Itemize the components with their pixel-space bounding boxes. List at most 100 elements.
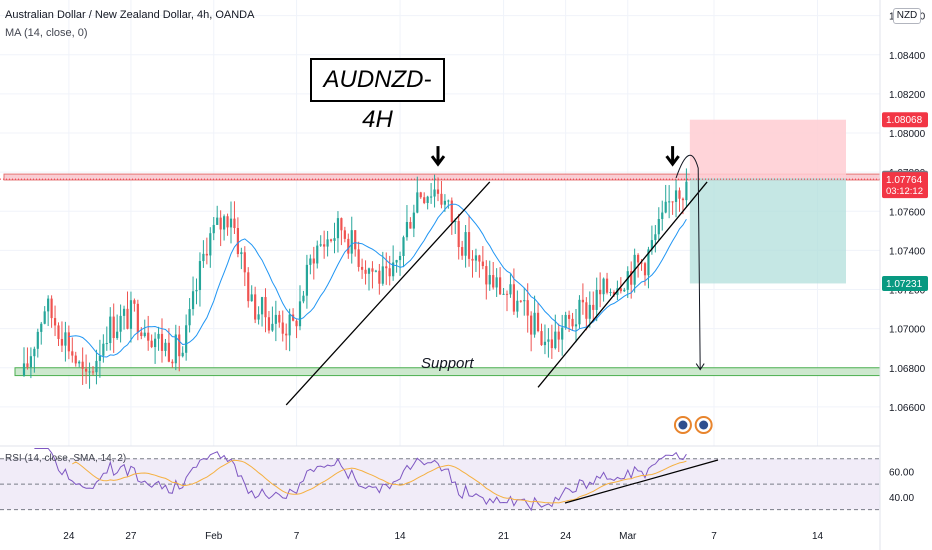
time-tick-label: Mar (619, 531, 637, 542)
candle-body (599, 289, 602, 295)
chart-stamp: AUDNZD-4H (310, 58, 445, 133)
news-badges (673, 416, 713, 434)
candle-body (140, 332, 143, 337)
candle-body (630, 271, 633, 285)
candle-body (664, 201, 667, 213)
candle-body (22, 363, 26, 376)
candle-body (160, 333, 164, 351)
candle-body (302, 295, 305, 302)
candle-body (212, 224, 215, 234)
candle-body (443, 200, 446, 205)
candle-body (219, 217, 222, 230)
candle-body (319, 244, 322, 246)
candle-body (53, 318, 57, 326)
candle-body (623, 289, 626, 292)
candle-body (243, 252, 246, 273)
candle-body (112, 316, 115, 339)
time-tick-label: 7 (294, 531, 300, 542)
candle-body (216, 217, 219, 225)
candle-body (202, 253, 205, 262)
candle-body (481, 261, 484, 267)
ma-line (68, 203, 687, 358)
candle-body (405, 221, 409, 238)
trendline (537, 181, 708, 388)
candle-body (395, 260, 398, 263)
candle-body (519, 300, 522, 302)
candle-body (533, 312, 536, 335)
price-tick-label: 1.07200 (889, 286, 926, 297)
candle-body (374, 270, 377, 272)
candles (22, 168, 688, 389)
rsi-tick-label: 40.00 (889, 493, 914, 504)
candle-body (440, 193, 443, 205)
time-tick-label: 21 (498, 531, 510, 542)
candle-body (264, 297, 267, 318)
candle-body (433, 189, 436, 197)
candle-body (564, 314, 567, 328)
candle-body (26, 363, 29, 368)
trendlines (285, 154, 708, 406)
candle-body (681, 198, 685, 201)
candle-body (285, 333, 288, 336)
price-label-tag (882, 275, 928, 291)
rsi-trendline (564, 459, 719, 504)
candle-body (174, 334, 177, 364)
price-tick-label: 1.07000 (889, 325, 926, 336)
candle-body (647, 249, 650, 276)
candle-body (461, 247, 464, 256)
projection-arrowhead (695, 363, 705, 371)
candle-body (381, 266, 384, 284)
candle-body (581, 299, 584, 303)
candle-body (295, 320, 298, 327)
candle-body (29, 356, 32, 368)
candle-body (436, 189, 440, 194)
candle-body (274, 314, 277, 324)
currency-button[interactable]: NZD (893, 8, 921, 24)
candle-body (512, 284, 515, 312)
candle-body (185, 325, 188, 353)
candle-body (492, 275, 495, 288)
candle-body (530, 315, 533, 335)
top-markers (430, 146, 680, 167)
price-tick-label: 1.08200 (889, 90, 926, 101)
candle-body (585, 302, 588, 319)
time-axis[interactable]: 24 27 Feb 7 14 21 24 Mar 7 14 (63, 531, 823, 542)
candle-body (119, 315, 122, 332)
candle-body (412, 212, 415, 229)
candle-body (516, 300, 519, 312)
candle-body (43, 311, 46, 324)
price-zones (0, 119, 881, 377)
support-label: Support (421, 355, 474, 372)
candle-body (36, 331, 39, 349)
candle-body (260, 297, 264, 315)
candle-body (467, 232, 471, 259)
candle-body (164, 342, 167, 351)
candle-body (81, 361, 84, 369)
candle-body (333, 238, 336, 241)
price-label-tag (882, 172, 928, 199)
candle-body (64, 332, 67, 346)
candle-body (254, 294, 257, 320)
candle-body (233, 218, 236, 229)
candle-body (312, 258, 315, 264)
candle-body (543, 341, 547, 346)
candle-body (661, 212, 664, 220)
candle-body (678, 190, 681, 199)
candle-body (305, 264, 308, 296)
take-profit-zone (689, 178, 846, 284)
candle-body (592, 304, 595, 310)
candle-body (288, 314, 291, 336)
candle-body (361, 266, 364, 270)
candle-body (523, 300, 526, 302)
candle-body (640, 262, 643, 264)
candle-body (198, 261, 202, 291)
candle-body (326, 239, 329, 247)
candle-body (226, 216, 229, 228)
time-tick-label: 7 (711, 531, 717, 542)
down-arrow-icon (430, 155, 446, 167)
candle-body (674, 190, 678, 202)
candle-body (561, 327, 564, 340)
candle-body (536, 312, 540, 332)
candle-body (98, 355, 101, 361)
